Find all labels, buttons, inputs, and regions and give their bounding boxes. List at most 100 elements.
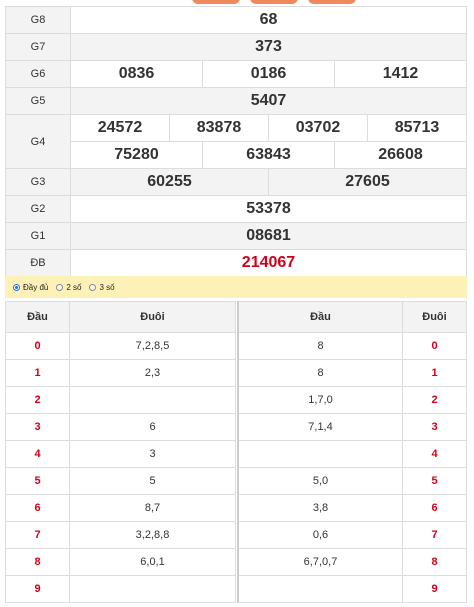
table-row: 9 <box>5 575 236 603</box>
column-header-head: Đầu <box>5 301 70 333</box>
prize-value: 68 <box>70 6 467 34</box>
prize-label: ĐB <box>5 249 71 277</box>
tail-digits: 7,2,8,5 <box>69 332 236 360</box>
head-digits: 5,0 <box>237 467 403 495</box>
head-digits: 6,7,0,7 <box>237 548 403 576</box>
head-digit: 0 <box>5 332 70 360</box>
radio-icon[interactable] <box>56 283 64 291</box>
prize-value: 373 <box>70 33 467 61</box>
table-row: 0 7,2,8,5 <box>5 332 236 360</box>
head-digit: 2 <box>5 386 70 414</box>
loto-tail-table: Đầu Đuôi 8 0 8 1 1,7,0 2 7,1,4 3 4 5,0 5 3,8 6 0,6 7 6,… <box>237 301 467 603</box>
prize-value: 26608 <box>334 141 467 169</box>
prize-value: 08681 <box>70 222 467 250</box>
loto-head-table: Đầu Đuôi 0 7,2,8,5 1 2,3 2 3 6 4 3 5 5 6 8,7 7 3,2,8,8… <box>5 301 236 603</box>
tail-digits: 5 <box>69 467 236 495</box>
prize-value: 1412 <box>334 60 467 88</box>
option-three-digits[interactable]: 3 số <box>89 282 115 292</box>
table-row: 5,0 5 <box>237 467 467 495</box>
head-digits <box>237 575 403 603</box>
prize-label: G8 <box>5 6 71 34</box>
head-digit: 3 <box>5 413 70 441</box>
tail-digits <box>69 386 236 414</box>
prize-value: 60255 <box>70 168 269 196</box>
tab-stub-2[interactable] <box>250 0 298 4</box>
head-digits <box>237 440 403 468</box>
head-digits: 8 <box>237 359 403 387</box>
tail-digits <box>69 575 236 603</box>
prize-value: 85713 <box>367 114 467 142</box>
prize-label: G5 <box>5 87 71 115</box>
prize-value: 0836 <box>70 60 203 88</box>
tail-digits: 6,0,1 <box>69 548 236 576</box>
prize-label: G2 <box>5 195 71 223</box>
head-digits: 8 <box>237 332 403 360</box>
tail-digits: 3,2,8,8 <box>69 521 236 549</box>
head-digit: 6 <box>5 494 70 522</box>
tail-digits: 8,7 <box>69 494 236 522</box>
option-label: 3 số <box>99 282 115 292</box>
prize-label: G3 <box>5 168 71 196</box>
prize-label: G7 <box>5 33 71 61</box>
tail-digit: 6 <box>402 494 467 522</box>
tail-digit: 9 <box>402 575 467 603</box>
column-header-tail: Đuôi <box>69 301 236 333</box>
top-tabs <box>0 0 474 6</box>
table-row: 2 <box>5 386 236 414</box>
prize-value: 83878 <box>169 114 269 142</box>
option-two-digits[interactable]: 2 số <box>56 283 81 292</box>
table-row: 7,1,4 3 <box>237 413 467 441</box>
tail-digit: 4 <box>402 440 467 468</box>
table-row: 9 <box>237 575 467 603</box>
prize-row-g8: G8 68 <box>5 6 467 34</box>
table-row: 3,8 6 <box>237 494 467 522</box>
prize-value: 03702 <box>268 114 368 142</box>
prize-value: 0186 <box>202 60 335 88</box>
tail-digits: 3 <box>69 440 236 468</box>
prize-row-g4-a: G4 24572 83878 03702 85713 <box>5 114 467 169</box>
tab-stub-1[interactable] <box>192 0 240 4</box>
prize-label: G4 <box>5 114 71 169</box>
table-row: 4 <box>237 440 467 468</box>
tab-stub-3[interactable] <box>308 0 356 4</box>
tail-digit: 0 <box>402 332 467 360</box>
head-digits: 0,6 <box>237 521 403 549</box>
head-digits: 7,1,4 <box>237 413 403 441</box>
option-full[interactable]: Đầy đủ <box>13 283 48 292</box>
radio-icon[interactable] <box>89 283 97 291</box>
option-label: 2 số <box>66 282 82 292</box>
head-digits: 1,7,0 <box>237 386 403 414</box>
prize-value: 63843 <box>202 141 335 169</box>
table-row: 1,7,0 2 <box>237 386 467 414</box>
prize-row-g6: G6 0836 0186 1412 <box>5 60 467 88</box>
prize-row-g4-b: 75280 63843 26608 <box>6 141 467 169</box>
prize-value: 27605 <box>268 168 467 196</box>
head-digit: 8 <box>5 548 70 576</box>
table-row: 1 2,3 <box>5 359 236 387</box>
prize-value: 75280 <box>70 141 203 169</box>
loto-header-row: Đầu Đuôi <box>5 301 236 333</box>
prize-row-g7: G7 373 <box>5 33 467 61</box>
results-table: G8 68 G7 373 G6 0836 0186 1412 G5 5407 G… <box>5 6 467 277</box>
prize-value: 24572 <box>70 114 170 142</box>
tail-digit: 7 <box>402 521 467 549</box>
prize-value: 53378 <box>70 195 467 223</box>
tail-digits: 6 <box>69 413 236 441</box>
tail-digit: 2 <box>402 386 467 414</box>
head-digit: 7 <box>5 521 70 549</box>
head-digit: 9 <box>5 575 70 603</box>
column-header-tail: Đuôi <box>402 301 467 333</box>
table-row: 8 6,0,1 <box>5 548 236 576</box>
option-label: Đầy đủ <box>23 282 49 292</box>
radio-selected-icon[interactable] <box>13 283 20 291</box>
head-digit: 1 <box>5 359 70 387</box>
prize-value: 5407 <box>70 87 467 115</box>
head-digit: 4 <box>5 440 70 468</box>
prize-label: G1 <box>5 222 71 250</box>
prize-row-special: ĐB 214067 <box>5 249 467 277</box>
table-row: 6,7,0,7 8 <box>237 548 467 576</box>
